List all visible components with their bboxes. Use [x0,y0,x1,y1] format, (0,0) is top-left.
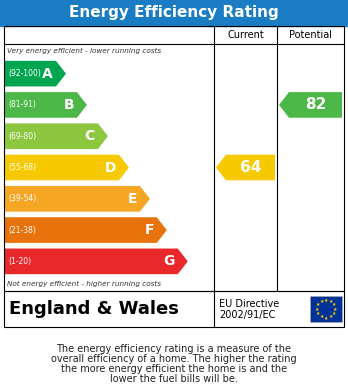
Text: B: B [63,98,74,112]
Text: ★: ★ [332,311,336,316]
Text: 82: 82 [305,97,326,113]
Text: ★: ★ [333,307,337,312]
Text: (81-91): (81-91) [8,100,36,109]
Text: (69-80): (69-80) [8,132,36,141]
Text: Not energy efficient - higher running costs: Not energy efficient - higher running co… [7,281,161,287]
Text: C: C [85,129,95,143]
Text: Potential: Potential [289,30,332,40]
Text: ★: ★ [328,299,333,304]
Polygon shape [279,92,342,118]
Text: EU Directive: EU Directive [219,299,279,309]
Text: Current: Current [227,30,264,40]
Text: F: F [144,223,154,237]
Text: ★: ★ [319,314,324,319]
Bar [0,0,348,26]
Text: ★: ★ [316,311,321,316]
Polygon shape [4,61,66,86]
Text: G: G [163,255,175,268]
Text: (55-68): (55-68) [8,163,36,172]
Text: 2002/91/EC: 2002/91/EC [219,310,275,320]
Text: ★: ★ [319,299,324,304]
Text: D: D [104,160,116,174]
Bar [310,296,342,322]
Text: 64: 64 [240,160,261,175]
Text: (39-54): (39-54) [8,194,36,203]
Text: ★: ★ [332,302,336,307]
Polygon shape [4,186,150,212]
Text: the more energy efficient the home is and the: the more energy efficient the home is an… [61,364,287,374]
Text: (92-100): (92-100) [8,69,41,78]
Bar [4,291,344,327]
Text: ★: ★ [315,307,319,312]
Bar [4,26,344,291]
Text: ★: ★ [316,302,321,307]
Text: E: E [127,192,137,206]
Text: overall efficiency of a home. The higher the rating: overall efficiency of a home. The higher… [51,354,297,364]
Text: (21-38): (21-38) [8,226,36,235]
Polygon shape [4,217,167,243]
Polygon shape [216,155,275,180]
Text: England & Wales: England & Wales [9,300,179,318]
Text: ★: ★ [324,298,328,303]
Text: The energy efficiency rating is a measure of the: The energy efficiency rating is a measur… [56,344,292,354]
Polygon shape [4,124,108,149]
Text: lower the fuel bills will be.: lower the fuel bills will be. [110,374,238,384]
Text: Energy Efficiency Rating: Energy Efficiency Rating [69,5,279,20]
Text: A: A [42,66,53,81]
Text: ★: ★ [328,314,333,319]
Text: ★: ★ [324,316,328,321]
Polygon shape [4,92,87,118]
Text: (1-20): (1-20) [8,257,31,266]
Text: Very energy efficient - lower running costs: Very energy efficient - lower running co… [7,48,161,54]
Polygon shape [4,155,129,180]
Polygon shape [4,249,188,274]
